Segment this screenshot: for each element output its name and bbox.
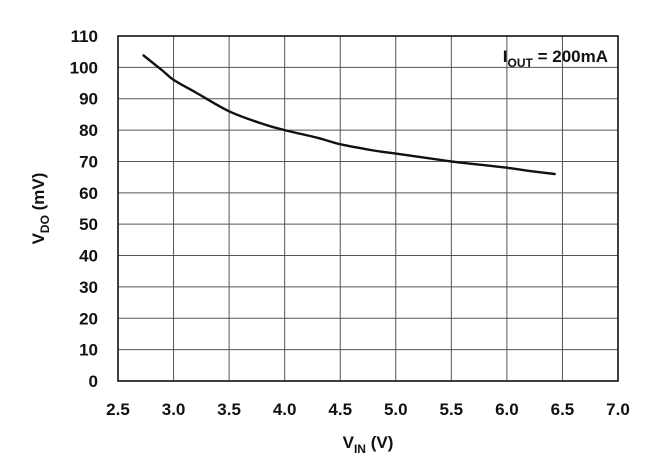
y-tick-label: 80 bbox=[79, 121, 98, 140]
x-tick-label: 4.0 bbox=[273, 400, 297, 419]
grid bbox=[117, 35, 619, 382]
y-tick-label: 20 bbox=[79, 309, 98, 328]
y-tick-label: 40 bbox=[79, 247, 98, 266]
y-tick-label: 10 bbox=[79, 341, 98, 360]
y-tick-label: 110 bbox=[71, 27, 98, 46]
x-tick-label: 4.5 bbox=[328, 400, 352, 419]
y-tick-label: 70 bbox=[79, 152, 98, 171]
y-tick-label: 100 bbox=[70, 58, 98, 77]
y-tick-labels: 0 10 20 30 40 50 60 70 80 90 100 110 bbox=[70, 27, 98, 391]
x-axis-label: VIN (V) bbox=[343, 433, 394, 456]
y-tick-label: 50 bbox=[79, 215, 98, 234]
y-axis-label: VDO (mV) bbox=[29, 173, 52, 245]
series-line bbox=[142, 54, 556, 176]
y-tick-label: 90 bbox=[79, 90, 98, 109]
y-tick-label: 60 bbox=[79, 184, 98, 203]
plot-frame bbox=[117, 35, 619, 382]
x-tick-label: 3.0 bbox=[162, 400, 186, 419]
x-tick-label: 5.5 bbox=[440, 400, 464, 419]
x-tick-label: 7.0 bbox=[606, 400, 630, 419]
y-tick-label: 0 bbox=[89, 372, 98, 391]
x-tick-label: 3.5 bbox=[217, 400, 241, 419]
x-tick-label: 6.5 bbox=[551, 400, 575, 419]
x-tick-labels: 2.5 3.0 3.5 4.0 4.5 5.0 5.5 6.0 6.5 7.0 bbox=[106, 400, 630, 419]
y-tick-label: 30 bbox=[79, 278, 98, 297]
x-tick-label: 6.0 bbox=[495, 400, 519, 419]
x-tick-label: 2.5 bbox=[106, 400, 130, 419]
x-tick-label: 5.0 bbox=[384, 400, 408, 419]
annotation-label: IOUT = 200mA bbox=[503, 47, 608, 70]
